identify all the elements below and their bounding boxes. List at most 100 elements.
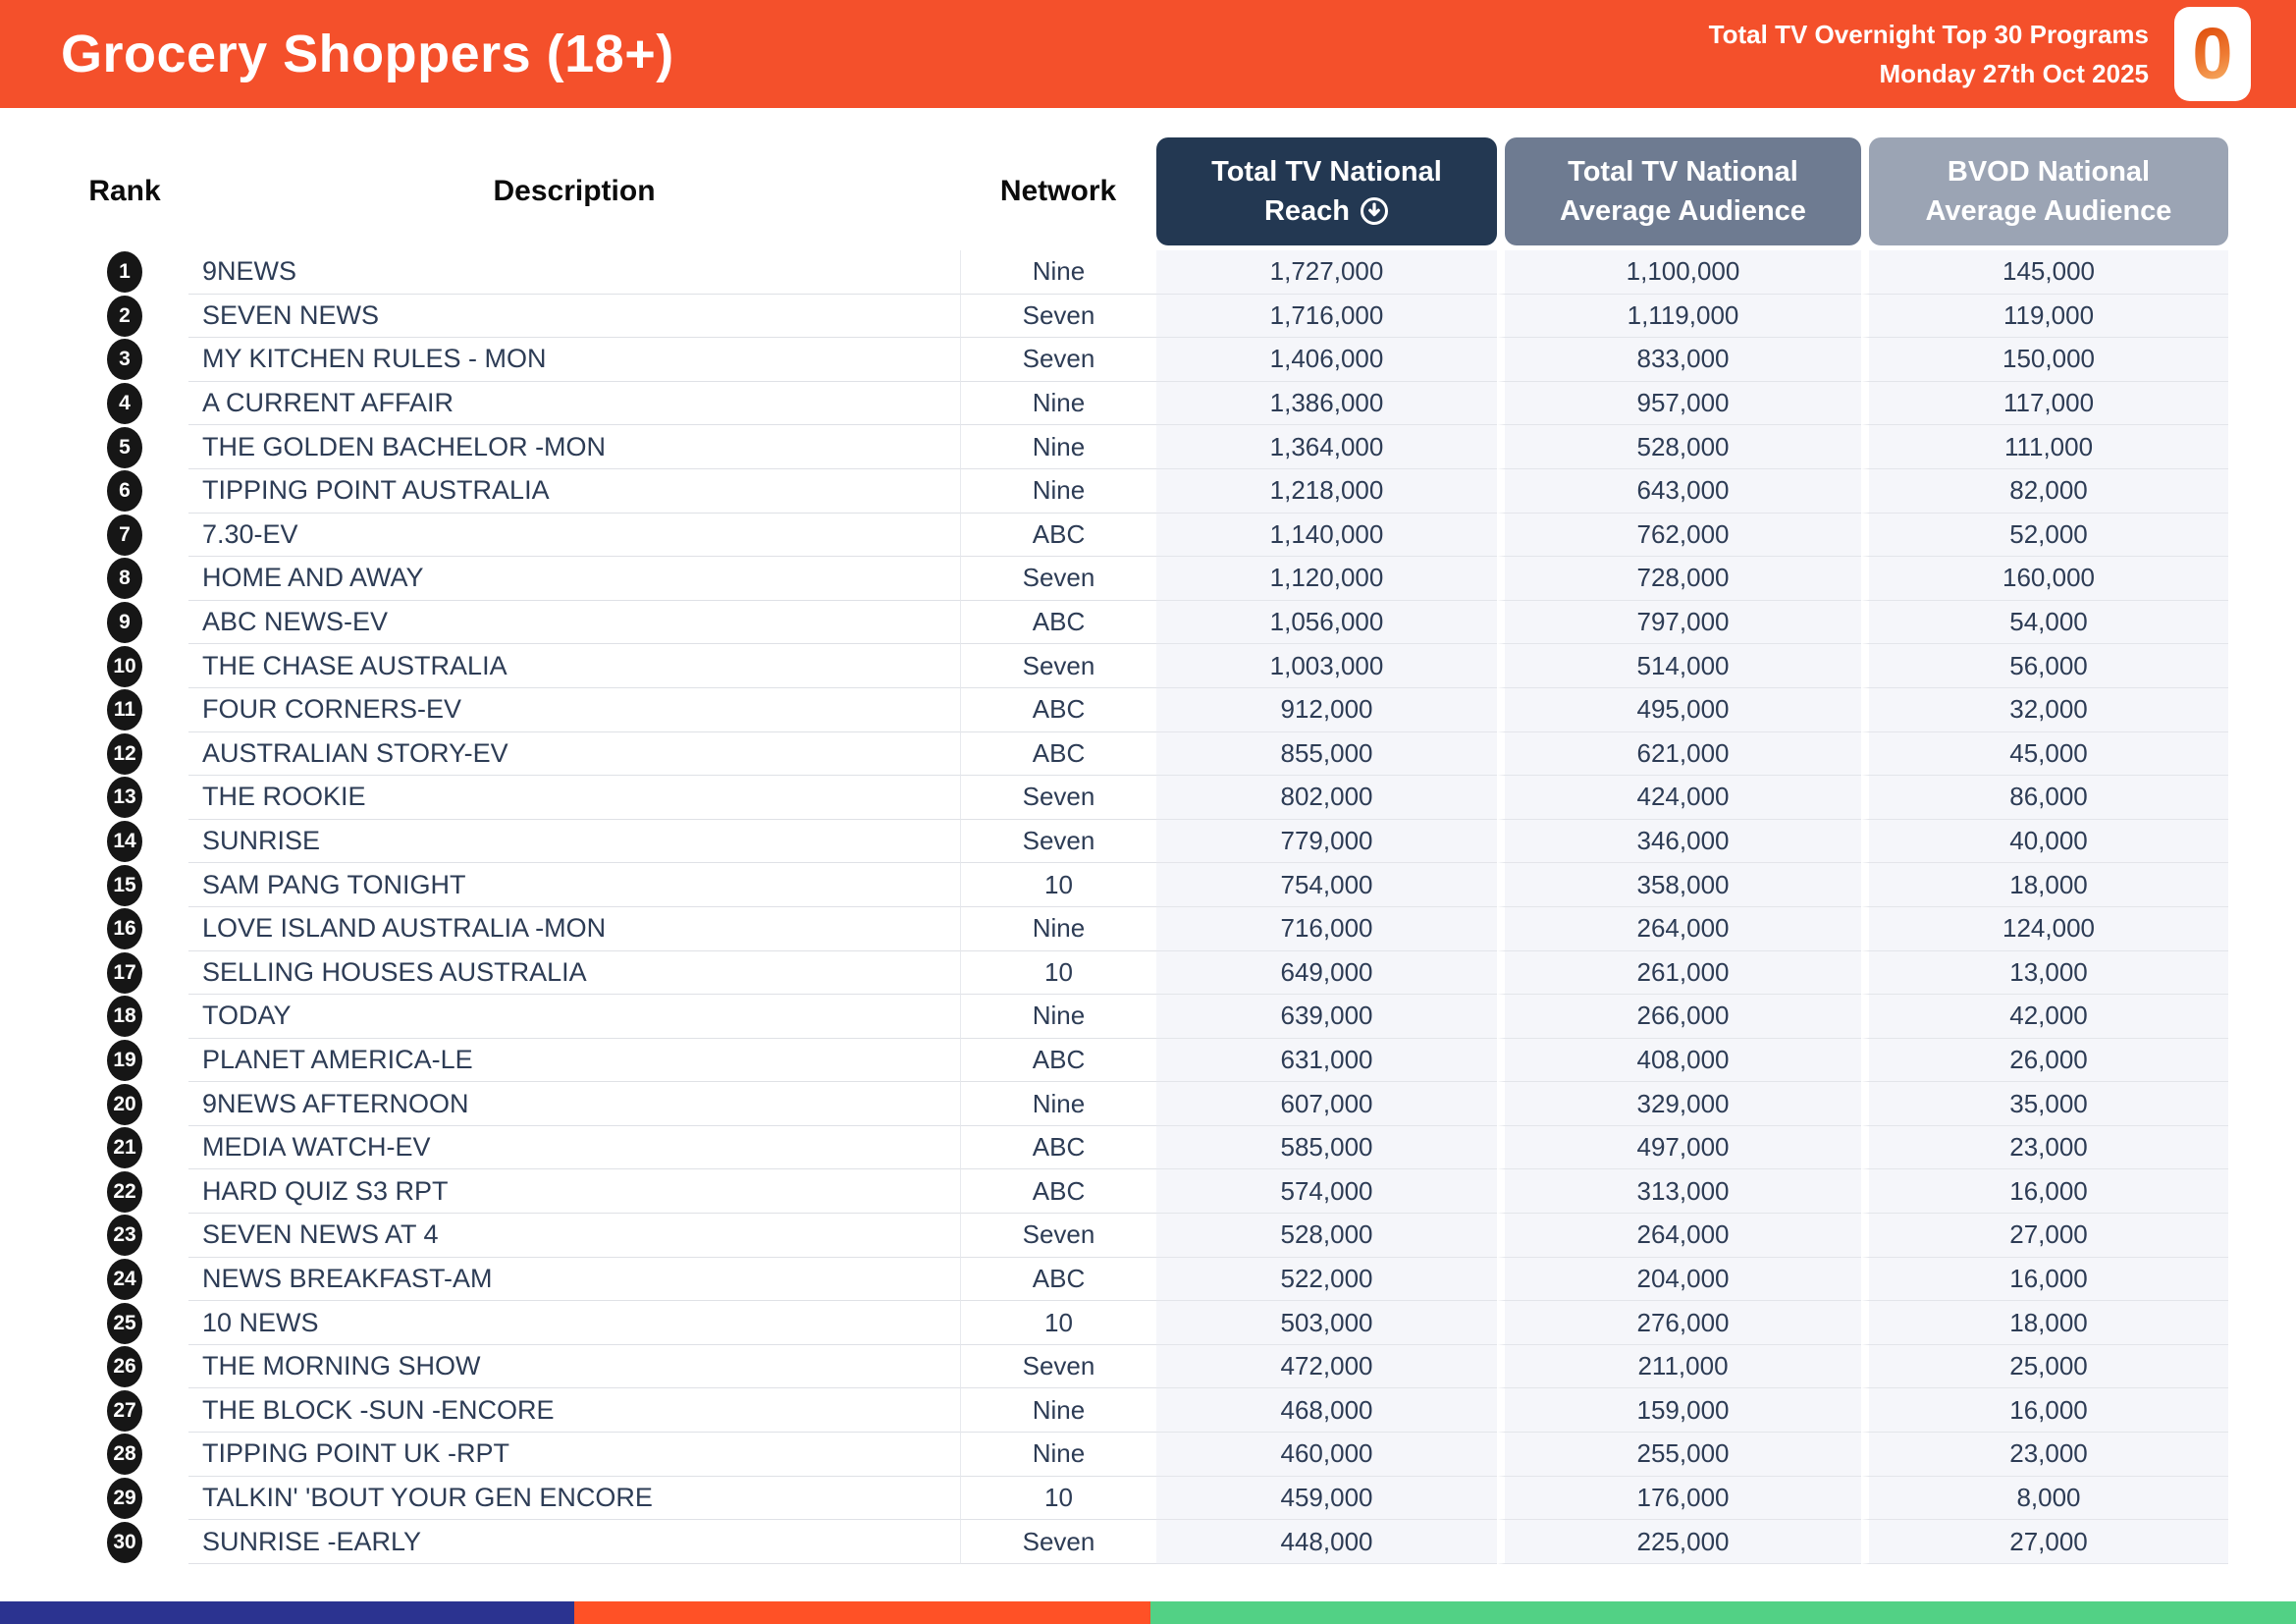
program-description: HARD QUIZ S3 RPT — [188, 1169, 960, 1215]
table-row: 1 9NEWS Nine 1,727,000 1,100,000 145,000 — [61, 250, 2252, 295]
reach-value: 1,364,000 — [1156, 425, 1497, 469]
rank-badge: 20 — [107, 1083, 142, 1125]
rank-cell: 24 — [61, 1258, 188, 1302]
network-cell: Seven — [960, 776, 1156, 820]
reach-value: 1,003,000 — [1156, 644, 1497, 688]
avg-audience-value: 1,100,000 — [1497, 250, 1861, 295]
network-cell: Seven — [960, 1214, 1156, 1258]
avg-audience-value: 728,000 — [1497, 557, 1861, 601]
bvod-value: 45,000 — [1861, 731, 2228, 777]
rank-cell: 6 — [61, 469, 188, 514]
rank-badge: 13 — [107, 777, 142, 819]
rank-cell: 26 — [61, 1345, 188, 1389]
network-cell: Seven — [960, 819, 1156, 864]
table-row: 17 SELLING HOUSES AUSTRALIA 10 649,000 2… — [61, 950, 2252, 996]
avg-header-line2: Average Audience — [1560, 195, 1806, 227]
avg-audience-value: 346,000 — [1497, 819, 1861, 864]
bvod-value: 56,000 — [1861, 644, 2228, 688]
network-cell: Nine — [960, 425, 1156, 469]
program-description: FOUR CORNERS-EV — [188, 688, 960, 732]
avg-audience-value: 1,119,000 — [1497, 294, 1861, 339]
bvod-value: 16,000 — [1861, 1257, 2228, 1302]
avg-audience-value: 762,000 — [1497, 513, 1861, 558]
reach-value: 639,000 — [1156, 995, 1497, 1039]
avg-audience-value: 424,000 — [1497, 776, 1861, 820]
table-row: 29 TALKIN' 'BOUT YOUR GEN ENCORE 10 459,… — [61, 1476, 2252, 1521]
network-cell: ABC — [960, 731, 1156, 777]
network-cell: 10 — [960, 863, 1156, 907]
oztam-logo: 0 — [2174, 7, 2251, 101]
avg-audience-value: 497,000 — [1497, 1125, 1861, 1170]
reach-value: 1,218,000 — [1156, 468, 1497, 514]
bvod-value: 160,000 — [1861, 557, 2228, 601]
bvod-value: 13,000 — [1861, 950, 2228, 996]
network-cell: ABC — [960, 513, 1156, 558]
rank-cell: 16 — [61, 907, 188, 951]
column-header-reach[interactable]: Total TV National Reach — [1156, 137, 1497, 245]
program-description: THE ROOKIE — [188, 776, 960, 820]
rank-cell: 23 — [61, 1214, 188, 1258]
table-row: 4 A CURRENT AFFAIR Nine 1,386,000 957,00… — [61, 381, 2252, 426]
bvod-value: 111,000 — [1861, 425, 2228, 469]
rank-cell: 13 — [61, 776, 188, 820]
rank-cell: 4 — [61, 382, 188, 426]
avg-audience-value: 358,000 — [1497, 863, 1861, 907]
avg-audience-value: 276,000 — [1497, 1301, 1861, 1345]
reach-value: 631,000 — [1156, 1038, 1497, 1083]
network-cell: ABC — [960, 687, 1156, 732]
reach-value: 1,056,000 — [1156, 600, 1497, 645]
rank-badge: 12 — [107, 732, 142, 775]
table-row: 11 FOUR CORNERS-EV ABC 912,000 495,000 3… — [61, 687, 2252, 732]
bvod-header-line2: Average Audience — [1925, 195, 2172, 227]
reach-value: 912,000 — [1156, 687, 1497, 732]
network-cell: Seven — [960, 1520, 1156, 1564]
rank-cell: 19 — [61, 1039, 188, 1083]
program-description: 10 NEWS — [188, 1301, 960, 1345]
table-row: 10 THE CHASE AUSTRALIA Seven 1,003,000 5… — [61, 644, 2252, 688]
rank-cell: 18 — [61, 995, 188, 1039]
rank-cell: 5 — [61, 425, 188, 469]
bvod-value: 27,000 — [1861, 1520, 2228, 1564]
table-row: 19 PLANET AMERICA-LE ABC 631,000 408,000… — [61, 1038, 2252, 1083]
avg-audience-value: 225,000 — [1497, 1520, 1861, 1564]
avg-audience-value: 495,000 — [1497, 687, 1861, 732]
table-row: 18 TODAY Nine 639,000 266,000 42,000 — [61, 995, 2252, 1039]
avg-audience-value: 261,000 — [1497, 950, 1861, 996]
avg-audience-value: 176,000 — [1497, 1476, 1861, 1521]
program-description: TIPPING POINT AUSTRALIA — [188, 469, 960, 514]
rank-badge: 5 — [107, 426, 142, 468]
avg-audience-value: 255,000 — [1497, 1433, 1861, 1477]
network-cell: ABC — [960, 1169, 1156, 1215]
avg-audience-value: 957,000 — [1497, 381, 1861, 426]
bvod-header-line1: BVOD National — [1947, 155, 2151, 188]
table-row: 24 NEWS BREAKFAST-AM ABC 522,000 204,000… — [61, 1257, 2252, 1302]
rank-cell: 10 — [61, 644, 188, 688]
program-description: SEVEN NEWS AT 4 — [188, 1214, 960, 1258]
bvod-value: 23,000 — [1861, 1125, 2228, 1170]
table-row: 28 TIPPING POINT UK -RPT Nine 460,000 25… — [61, 1433, 2252, 1477]
table-row: 30 SUNRISE -EARLY Seven 448,000 225,000 … — [61, 1520, 2252, 1564]
rank-badge: 24 — [107, 1258, 142, 1300]
rank-cell: 28 — [61, 1433, 188, 1477]
rank-badge: 29 — [107, 1477, 142, 1519]
avg-audience-value: 204,000 — [1497, 1257, 1861, 1302]
program-description: MEDIA WATCH-EV — [188, 1126, 960, 1170]
reach-value: 607,000 — [1156, 1082, 1497, 1126]
rank-badge: 22 — [107, 1170, 142, 1213]
network-cell: Nine — [960, 1388, 1156, 1434]
reach-value: 716,000 — [1156, 906, 1497, 951]
bvod-value: 119,000 — [1861, 294, 2228, 339]
reach-value: 522,000 — [1156, 1257, 1497, 1302]
rank-badge: 28 — [107, 1434, 142, 1476]
reach-header-line1: Total TV National — [1211, 155, 1442, 188]
table-row: 7 7.30-EV ABC 1,140,000 762,000 52,000 — [61, 513, 2252, 558]
reach-header-line2: Reach — [1263, 195, 1351, 227]
program-description: THE BLOCK -SUN -ENCORE — [188, 1388, 960, 1434]
avg-audience-value: 528,000 — [1497, 425, 1861, 469]
program-description: THE GOLDEN BACHELOR -MON — [188, 425, 960, 469]
program-description: AUSTRALIAN STORY-EV — [188, 732, 960, 777]
avg-audience-value: 643,000 — [1497, 468, 1861, 514]
rank-cell: 17 — [61, 951, 188, 996]
table-row: 15 SAM PANG TONIGHT 10 754,000 358,000 1… — [61, 863, 2252, 907]
program-description: SELLING HOUSES AUSTRALIA — [188, 951, 960, 996]
